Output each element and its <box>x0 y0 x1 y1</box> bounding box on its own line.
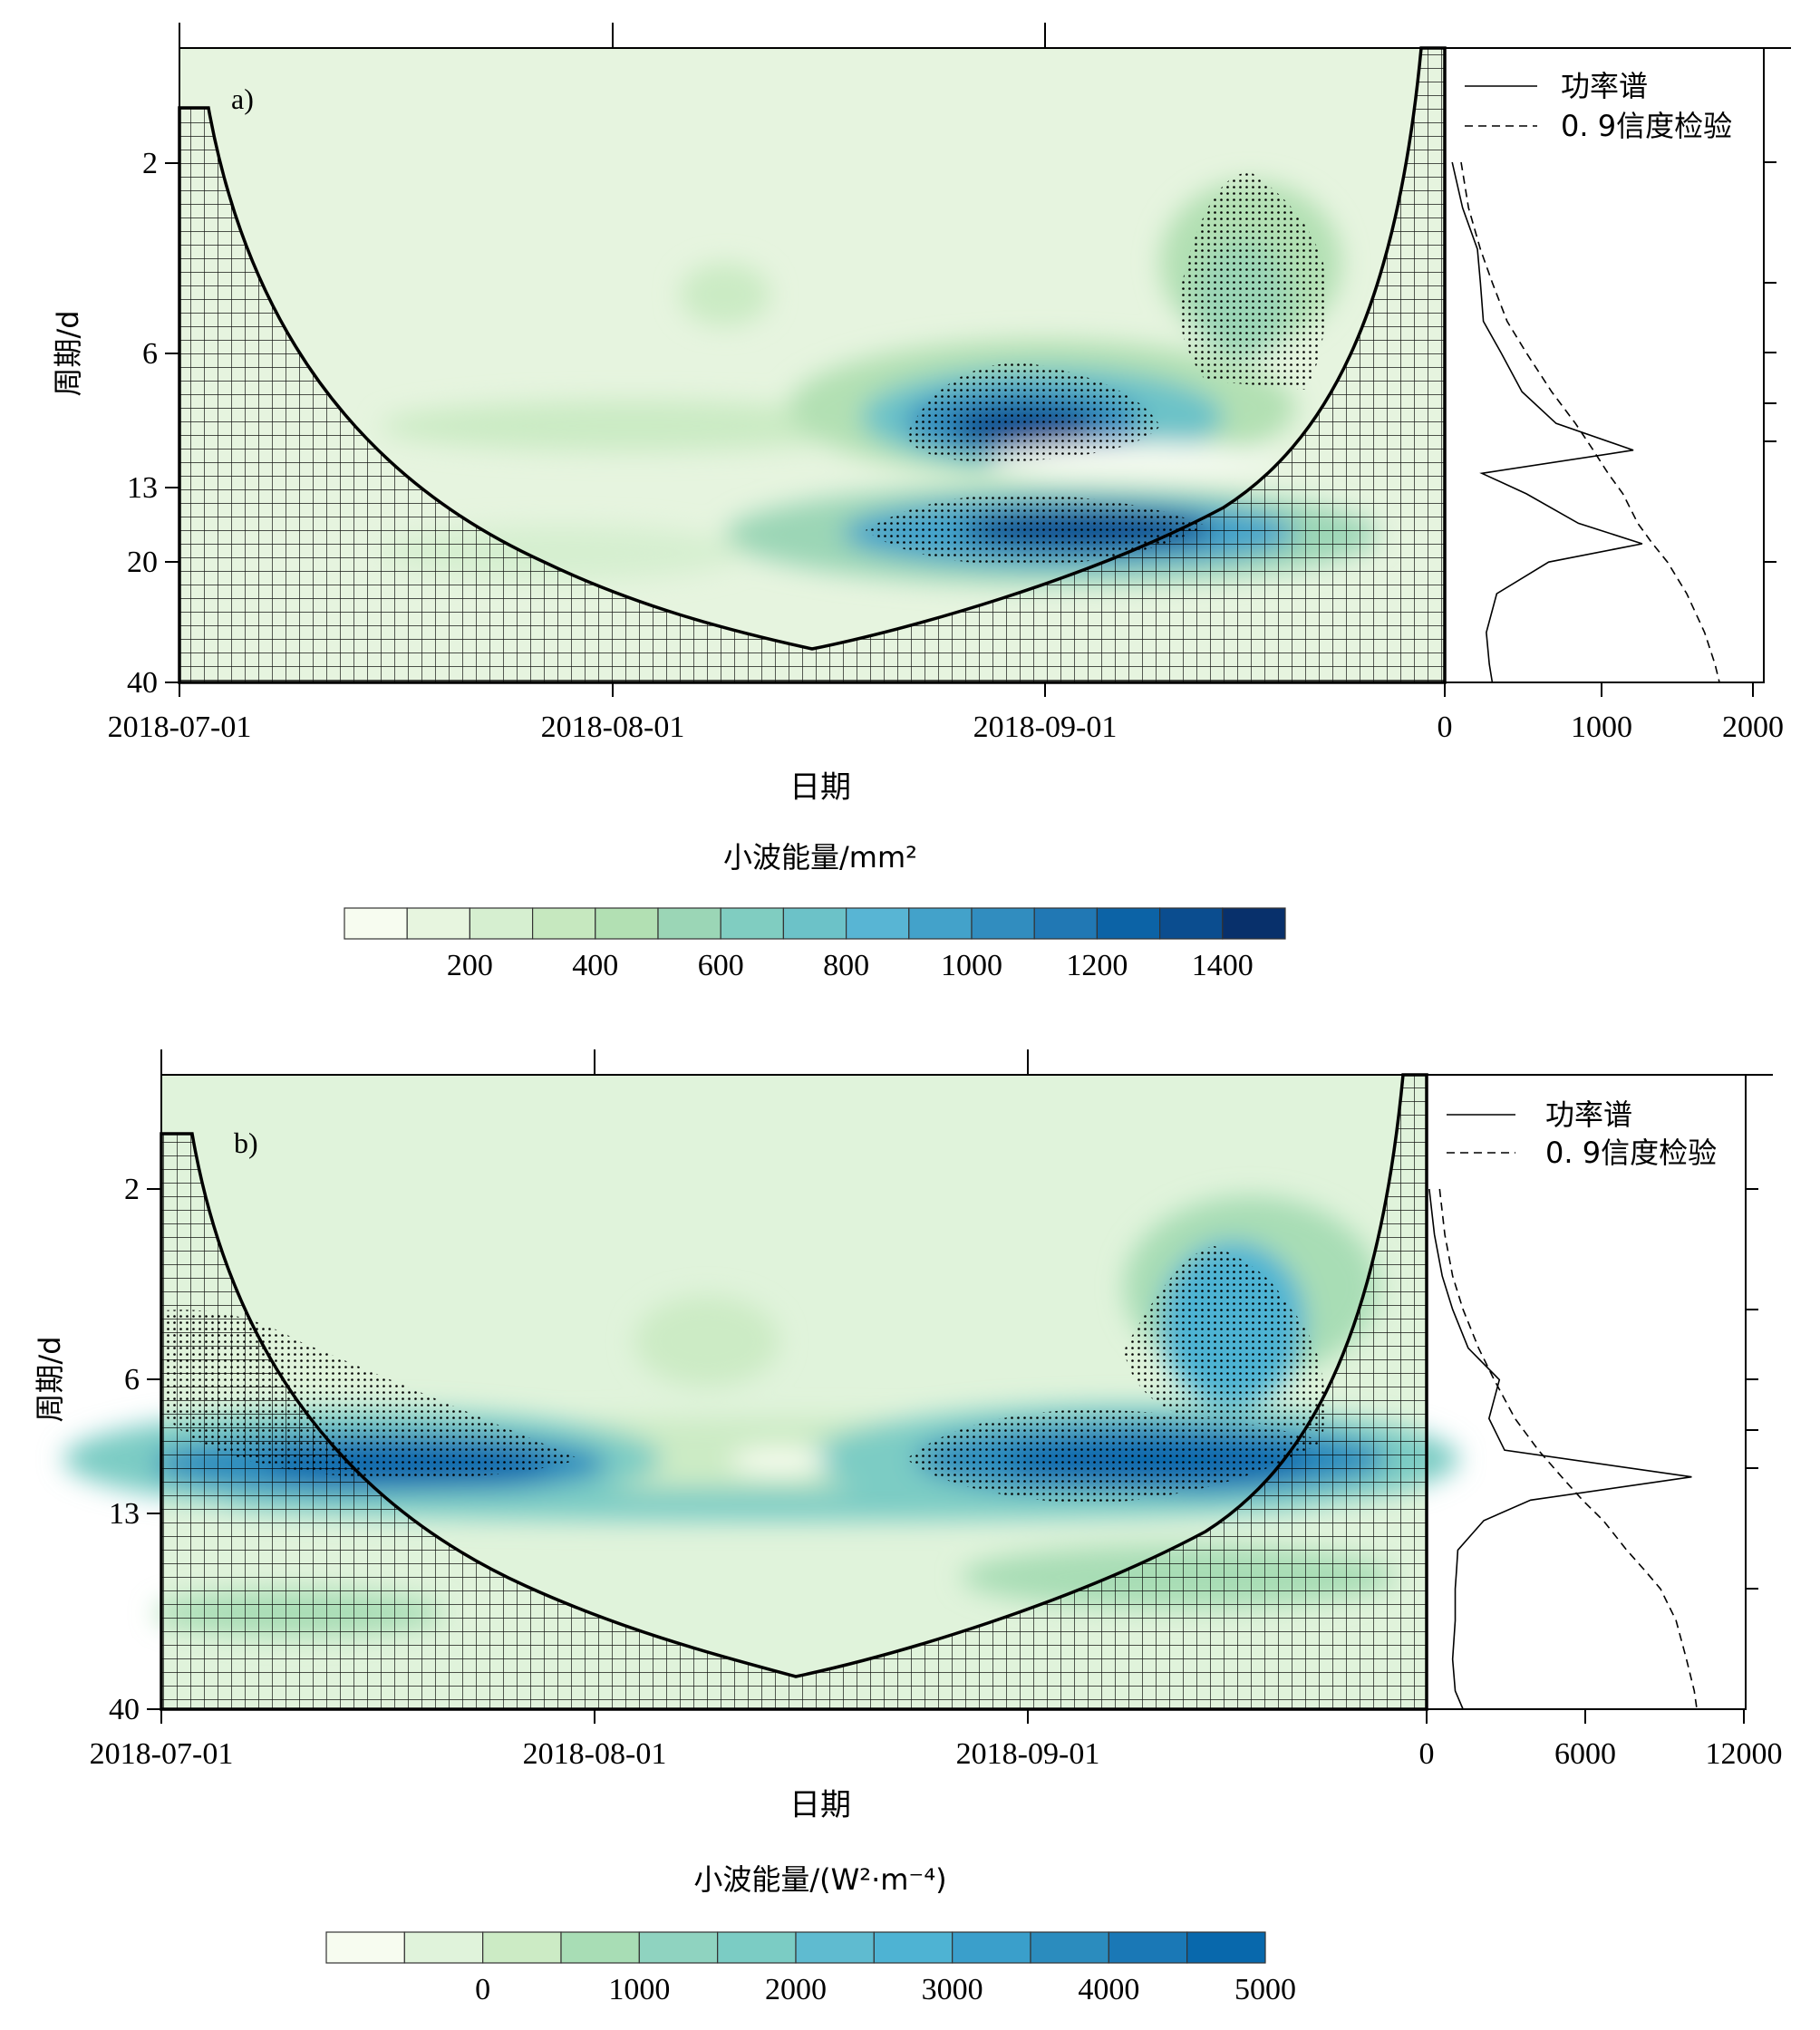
xlabel-b: 日期 <box>789 1787 851 1823</box>
colorbar-tick-label: 200 <box>447 949 493 982</box>
colorbar-swatch <box>717 1931 797 1964</box>
ylabel-a: 周期/d <box>51 310 85 396</box>
colorbar-swatch <box>1096 907 1161 940</box>
colorbar-swatch <box>952 1931 1031 1964</box>
x-tick-label: 2018-08-01 <box>523 1737 667 1771</box>
x-tick-label: 2018-09-01 <box>956 1737 1100 1771</box>
colorbar-swatch <box>1222 907 1286 940</box>
svg-text:功率谱: 功率谱 <box>1561 69 1648 103</box>
colorbar-swatch <box>638 1931 719 1964</box>
colorbar-swatch <box>1186 1931 1266 1964</box>
x-tick-label: 2018-09-01 <box>973 710 1118 744</box>
colorbar-swatch <box>595 907 659 940</box>
power-spectrum-line-b <box>1428 1188 1692 1710</box>
y-tick-label: 20 <box>127 546 158 579</box>
legend-a: 功率谱 0. 9信度检验 <box>1465 69 1732 143</box>
colorbar-tick-label: 5000 <box>1234 1973 1296 2006</box>
colorbar-swatch <box>845 907 910 940</box>
spectrum-tick-label: 0 <box>1438 710 1453 744</box>
colorbar-tick-label: 800 <box>823 949 869 982</box>
spectrum-tick-label: 1000 <box>1571 710 1632 744</box>
x-tick-label: 2018-07-01 <box>108 710 252 744</box>
y-tick-label: 40 <box>109 1693 140 1726</box>
y-tick-label: 2 <box>142 147 158 180</box>
colorbar-a-title: 小波能量/mm² <box>723 840 917 875</box>
significance-line-b <box>1438 1188 1698 1710</box>
svg-text:0. 9信度检验: 0. 9信度检验 <box>1545 1136 1717 1170</box>
spectrum-tick-label: 12000 <box>1706 1737 1783 1771</box>
legend-b: 功率谱 0. 9信度检验 <box>1447 1097 1717 1170</box>
colorbar-tick-label: 0 <box>475 1973 490 2006</box>
colorbar-swatch <box>482 1931 562 1964</box>
spectrum-tick-label: 0 <box>1419 1737 1435 1771</box>
colorbar-swatch <box>531 907 596 940</box>
colorbar-tick-label: 4000 <box>1078 1973 1139 2006</box>
panel-a: a) 功率谱 0. 9信度检验 2018-07-01 2018-08-01 2018… <box>51 23 1791 982</box>
colorbar-tick-label: 1400 <box>1192 949 1254 982</box>
xlabel-a: 日期 <box>789 769 851 806</box>
ylabel-b: 周期/d <box>33 1336 67 1422</box>
colorbar-swatch <box>782 907 847 940</box>
x-tick-label: 2018-08-01 <box>541 710 685 744</box>
colorbar-b-title: 小波能量/(W²·m⁻⁴) <box>693 1862 946 1897</box>
colorbar-swatch <box>873 1931 954 1964</box>
heatmap-a-significance-dots <box>866 172 1326 566</box>
x-tick-label: 2018-07-01 <box>90 1737 234 1771</box>
colorbar-tick-label: 1000 <box>941 949 1002 982</box>
axes-b-ticks: 2018-07-01 2018-08-01 2018-09-01 2 6 13 40 0 600… <box>90 1049 1783 1771</box>
y-tick-label: 13 <box>127 471 158 505</box>
colorbar-swatch <box>469 907 534 940</box>
colorbar-swatch <box>720 907 785 940</box>
axes-a-ticks: 2018-07-01 2018-08-01 2018-09-01 2 6 13 20 40 0 1… <box>108 23 1791 744</box>
cone-of-influence-b <box>160 1073 1428 1711</box>
significance-line-a <box>1460 161 1720 683</box>
colorbar-swatch <box>344 907 408 940</box>
colorbar-swatch <box>1030 1931 1109 1964</box>
spectrum-a-frame <box>1444 47 1765 683</box>
colorbar-swatch <box>795 1931 875 1964</box>
colorbar-swatch <box>406 907 471 940</box>
colorbar-tick-label: 600 <box>698 949 744 982</box>
y-tick-label: 40 <box>127 666 158 700</box>
colorbar-swatch <box>1033 907 1098 940</box>
colorbar-swatch <box>325 1931 405 1964</box>
power-spectrum-line-a <box>1451 161 1643 683</box>
svg-text:0. 9信度检验: 0. 9信度检验 <box>1561 109 1732 143</box>
colorbar-swatch <box>657 907 721 940</box>
colorbar-swatch <box>1108 1931 1188 1964</box>
colorbar-tick-label: 1000 <box>608 1973 670 2006</box>
colorbar-swatch <box>971 907 1035 940</box>
spectrum-tick-label: 6000 <box>1554 1737 1616 1771</box>
colorbar-tick-label: 3000 <box>922 1973 983 2006</box>
spectrum-tick-label: 2000 <box>1722 710 1784 744</box>
spectrum-b-frame <box>1426 1074 1747 1710</box>
panel-b-label: b) <box>234 1126 258 1159</box>
colorbar-swatch <box>560 1931 640 1964</box>
svg-text:功率谱: 功率谱 <box>1545 1097 1632 1132</box>
y-tick-label: 13 <box>109 1497 140 1531</box>
y-tick-label: 6 <box>142 337 158 371</box>
colorbar-tick-label: 400 <box>572 949 618 982</box>
colorbar-tick-label: 1200 <box>1066 949 1128 982</box>
panel-a-label: a) <box>231 82 254 115</box>
colorbar-tick-label: 2000 <box>765 1973 827 2006</box>
y-tick-label: 6 <box>124 1363 140 1397</box>
colorbar-a: 200 400 600 800 1000 1200 1400 <box>344 907 1286 982</box>
colorbar-swatch <box>908 907 973 940</box>
colorbar-b: 0 1000 2000 3000 4000 5000 <box>325 1931 1296 2006</box>
colorbar-swatch <box>403 1931 484 1964</box>
panel-b: b) 功率谱 0. 9信度检验 2018-07-01 2018-08-01 2018… <box>33 1049 1783 2006</box>
y-tick-label: 2 <box>124 1173 140 1206</box>
colorbar-swatch <box>1158 907 1224 940</box>
cone-of-influence-a <box>178 46 1447 684</box>
